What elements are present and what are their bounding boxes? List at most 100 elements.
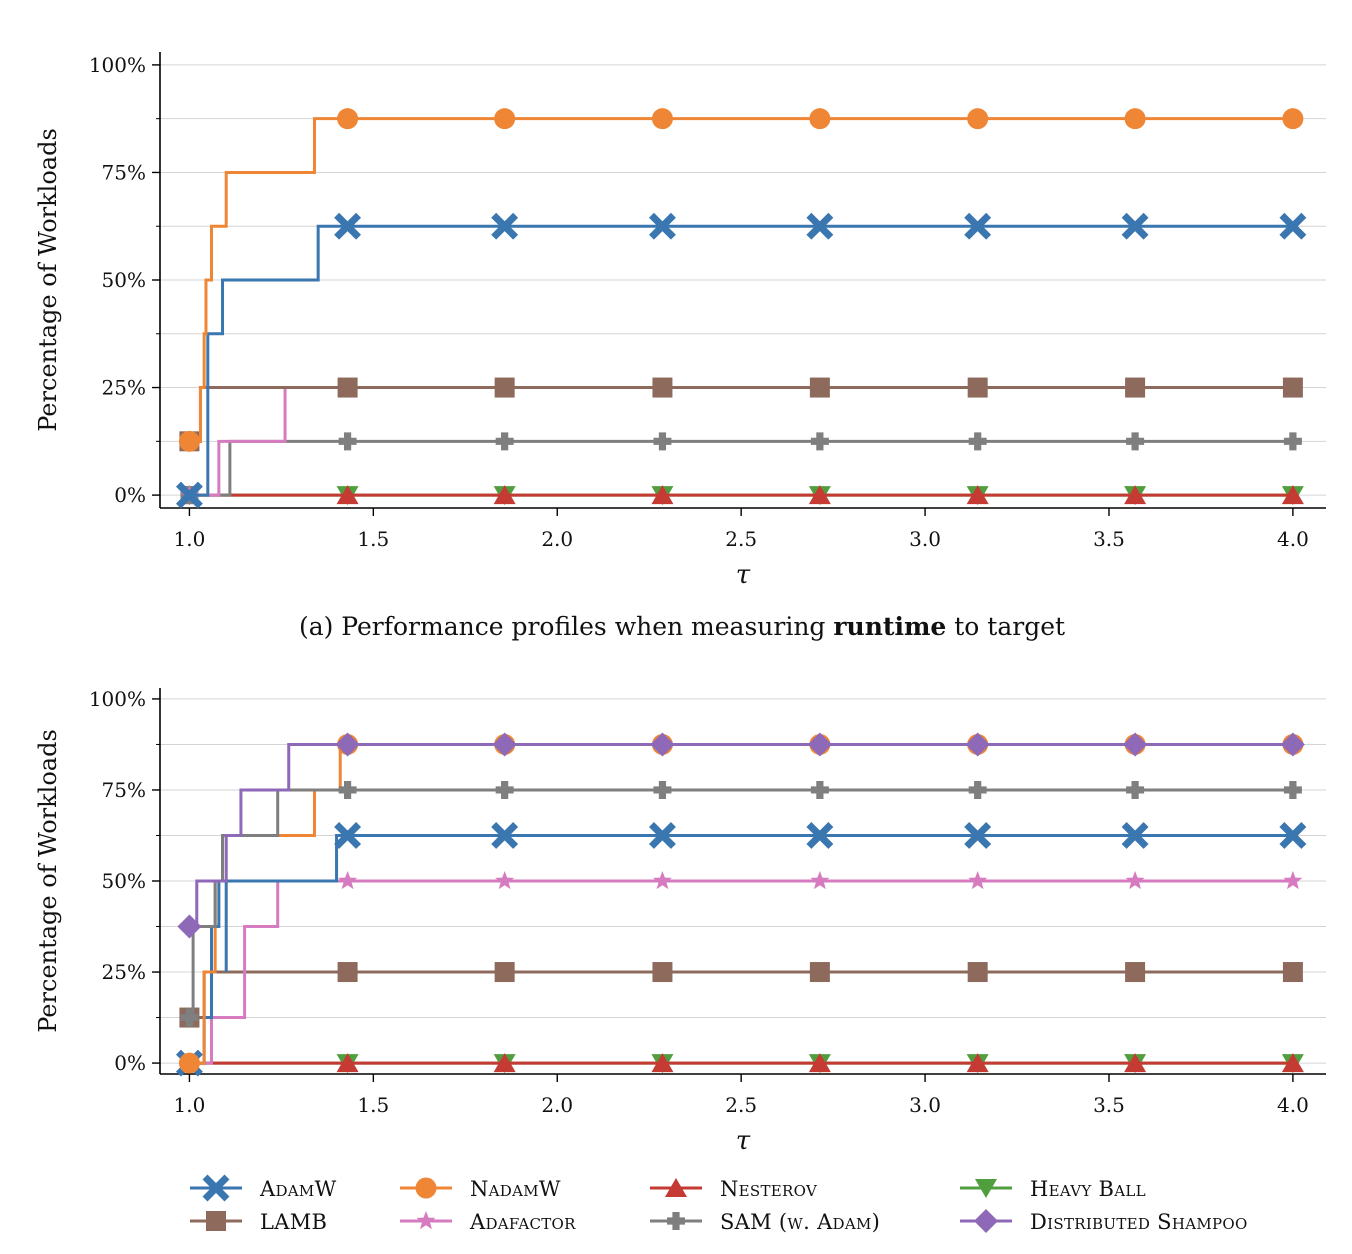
point-Nesterov <box>336 1053 359 1073</box>
caption-a-bold: runtime <box>833 612 946 641</box>
point-DistributedShampoo <box>650 732 675 757</box>
y-tick-label: 100% <box>89 687 146 711</box>
caption-a-prefix: (a) Performance profiles when measuring <box>299 612 833 641</box>
x-tick-label: 2.5 <box>725 527 757 551</box>
point-SAM <box>810 780 829 799</box>
point-Nesterov <box>493 1053 516 1073</box>
series-AdamW <box>175 212 1307 509</box>
x-tick-label: 2.0 <box>541 1093 573 1117</box>
x-axis-label: τ <box>736 1126 751 1156</box>
point-DistributedShampoo <box>492 732 517 757</box>
y-axis-label: Percentage of Workloads <box>34 128 62 432</box>
x-tick-label: 1.5 <box>357 1093 389 1117</box>
point-AdamW <box>648 212 676 240</box>
legend-item-SAM: SAM (w. Adam) <box>650 1210 880 1234</box>
x-tick-label: 3.0 <box>909 1093 941 1117</box>
series-line-AdamW <box>189 224 1293 497</box>
x-tick-label: 1.0 <box>174 527 206 551</box>
point-DistributedShampoo <box>177 914 202 939</box>
point-Nesterov <box>808 485 831 505</box>
legend: AdamW NadamW Nesterov Heavy Ball LAMB Adafact… <box>190 1174 1248 1234</box>
point-Nesterov <box>493 485 516 505</box>
point-Adafactor <box>1125 871 1145 890</box>
series-line-DistributedShampoo <box>189 742 1293 929</box>
point-LAMB <box>494 962 515 983</box>
star-icon <box>416 1211 436 1230</box>
x-tick-label: 4.0 <box>1277 1093 1309 1117</box>
point-SAM <box>338 432 357 451</box>
point-Nesterov <box>1281 1053 1304 1073</box>
legend-item-Adafactor: Adafactor <box>400 1210 576 1234</box>
point-LAMB <box>1125 962 1146 983</box>
plus-icon <box>667 1212 685 1230</box>
point-Nesterov <box>966 1053 989 1073</box>
diamond-icon <box>974 1209 998 1233</box>
caption-a-suffix: to target <box>946 612 1065 641</box>
x-tick-label: 2.5 <box>725 1093 757 1117</box>
point-NadamW <box>651 108 673 130</box>
point-LAMB <box>494 377 515 398</box>
legend-label: LAMB <box>260 1210 327 1234</box>
point-SAM <box>810 432 829 451</box>
point-NadamW <box>809 108 831 130</box>
legend-item-DistributedShampoo: Distributed Shampoo <box>960 1209 1248 1234</box>
point-Nesterov <box>1124 1053 1147 1073</box>
point-LAMB <box>1282 377 1303 398</box>
point-AdamW <box>334 822 362 849</box>
point-NadamW <box>494 108 516 130</box>
legend-item-LAMB: LAMB <box>190 1210 327 1234</box>
point-SAM <box>1283 780 1302 799</box>
chart-panel-runtime: 0% 25% 50% 75% 100% 1.0 1.5 2.0 2.5 3.0 3.5 4.0 Perc… <box>34 52 1326 590</box>
point-SAM <box>338 780 357 799</box>
legend-label: Heavy Ball <box>1030 1177 1146 1201</box>
point-AdamW <box>806 822 834 849</box>
x-icon <box>202 1174 230 1202</box>
series-Nesterov <box>178 485 1304 505</box>
point-LAMB <box>337 962 358 983</box>
point-SAM <box>1126 780 1145 799</box>
point-SAM <box>1283 432 1302 451</box>
legend-item-HeavyBall: Heavy Ball <box>960 1177 1146 1201</box>
point-SAM <box>653 432 672 451</box>
point-AdamW <box>964 822 992 849</box>
triangle-down-icon <box>975 1179 997 1198</box>
legend-label: Adafactor <box>469 1210 576 1234</box>
legend-label: Distributed Shampoo <box>1030 1210 1248 1234</box>
point-DistributedShampoo <box>965 732 990 757</box>
x-tick-label: 3.0 <box>909 527 941 551</box>
y-tick-label: 100% <box>89 53 146 77</box>
series-line-AdamW <box>189 833 1293 1065</box>
point-DistributedShampoo <box>1280 732 1305 757</box>
point-AdamW <box>175 481 203 509</box>
point-AdamW <box>491 212 519 240</box>
point-Adafactor <box>495 871 515 890</box>
point-AdamW <box>334 212 362 240</box>
point-DistributedShampoo <box>1123 732 1148 757</box>
x-tick-label: 4.0 <box>1277 527 1309 551</box>
y-tick-label: 25% <box>102 960 146 984</box>
square-icon <box>206 1211 226 1231</box>
point-AdamW <box>1279 822 1307 849</box>
x-axis-label: τ <box>736 560 751 590</box>
point-SAM <box>495 432 514 451</box>
triangle-up-icon <box>665 1178 687 1197</box>
y-tick-label: 0% <box>114 483 146 507</box>
y-tick-label: 50% <box>102 869 146 893</box>
point-Nesterov <box>336 485 359 505</box>
point-LAMB <box>1282 962 1303 983</box>
point-Adafactor <box>810 871 830 890</box>
series-line-Adafactor <box>189 879 1293 1065</box>
point-AdamW <box>806 212 834 240</box>
legend-label: AdamW <box>259 1177 337 1201</box>
point-Nesterov <box>966 485 989 505</box>
point-LAMB <box>967 377 988 398</box>
x-tick-label: 2.0 <box>541 527 573 551</box>
point-LAMB <box>809 962 830 983</box>
point-AdamW <box>648 822 676 849</box>
y-tick-label: 0% <box>114 1051 146 1075</box>
y-tick-label: 50% <box>102 268 146 292</box>
series-DistributedShampoo <box>177 732 1305 939</box>
series-AdamW <box>175 822 1307 1077</box>
series-Nesterov <box>178 1053 1304 1073</box>
